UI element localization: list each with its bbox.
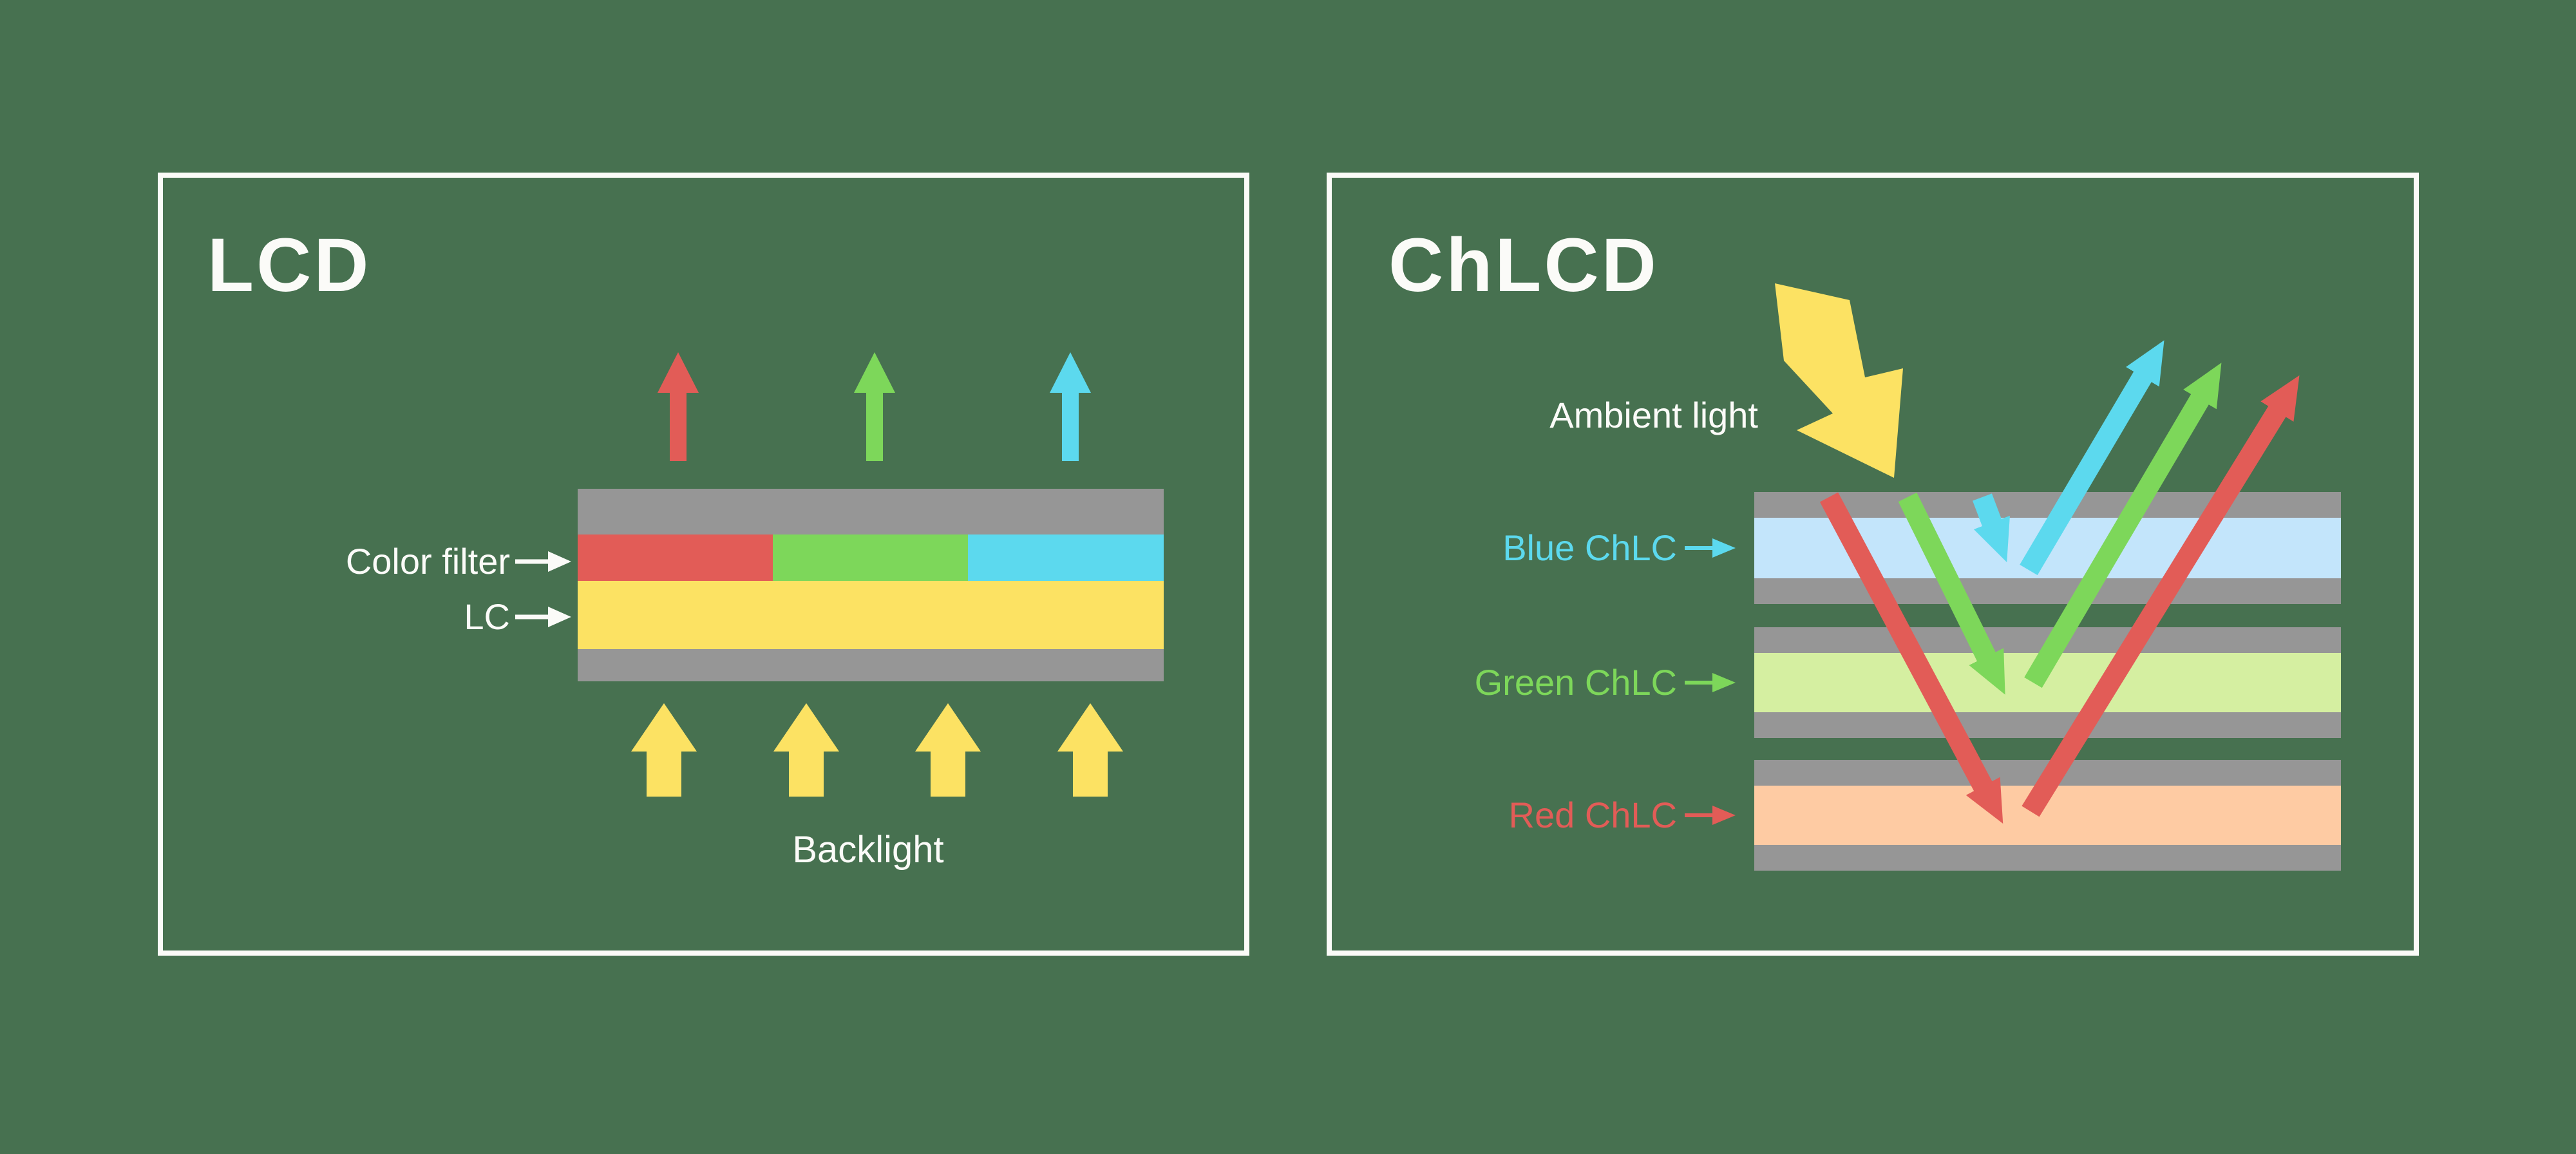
- green-chlc-layer: [1754, 653, 2341, 712]
- green-chlc-label: Green ChLC: [1474, 662, 1677, 703]
- chlcd-panel-title: ChLCD: [1388, 223, 1659, 308]
- blue-chlc-label: Blue ChLC: [1502, 527, 1677, 568]
- ambient-light-label: Ambient light: [1549, 395, 1758, 435]
- lcd-color-filter-blue-segment: [968, 534, 1164, 581]
- red-stack-glass-bottom: [1754, 845, 2341, 871]
- blue-stack-glass-bottom: [1754, 578, 2341, 604]
- color-filter-label: Color filter: [345, 541, 510, 582]
- backlight-label: Backlight: [792, 829, 944, 871]
- lcd-liquid-crystal-layer: [578, 581, 1164, 649]
- lcd-color-filter-red-segment: [578, 534, 773, 581]
- blue-chlc-layer: [1754, 518, 2341, 578]
- lcd-panel: [158, 173, 1249, 956]
- red-stack-glass-top: [1754, 760, 2341, 786]
- red-chlc-layer: [1754, 786, 2341, 845]
- lcd-glass-top-layer: [578, 489, 1164, 534]
- lcd-glass-bottom-layer: [578, 649, 1164, 681]
- chlcd-panel: [1327, 173, 2419, 956]
- green-stack-glass-bottom: [1754, 712, 2341, 738]
- red-chlc-label: Red ChLC: [1508, 795, 1677, 835]
- green-stack-glass-top: [1754, 627, 2341, 653]
- lcd-panel-title: LCD: [207, 223, 372, 308]
- blue-stack-glass-top: [1754, 492, 2341, 518]
- lcd-color-filter-green-segment: [773, 534, 968, 581]
- lc-label: LC: [464, 596, 510, 637]
